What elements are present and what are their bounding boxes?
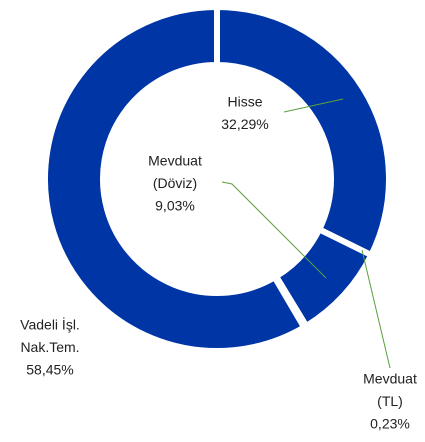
ring — [42, 3, 392, 354]
category-label: (Döviz) — [153, 175, 197, 191]
slice — [42, 3, 309, 354]
value-label: 58,45% — [26, 362, 73, 378]
category-label: Mevduat — [363, 371, 417, 387]
value-label: 9,03% — [155, 198, 195, 214]
category-label: Vadeli İşl. — [20, 316, 80, 333]
leader-line — [221, 181, 327, 279]
leader-line — [361, 249, 391, 369]
category-label: Mevduat — [148, 153, 202, 169]
category-label: (TL) — [377, 393, 403, 409]
slice — [214, 3, 392, 260]
value-label: 32,29% — [221, 116, 268, 132]
category-label: Hisse — [227, 94, 262, 110]
leader-line — [283, 98, 344, 113]
value-label: 0,23% — [370, 416, 410, 432]
category-label: Nak.Tem. — [20, 339, 79, 355]
